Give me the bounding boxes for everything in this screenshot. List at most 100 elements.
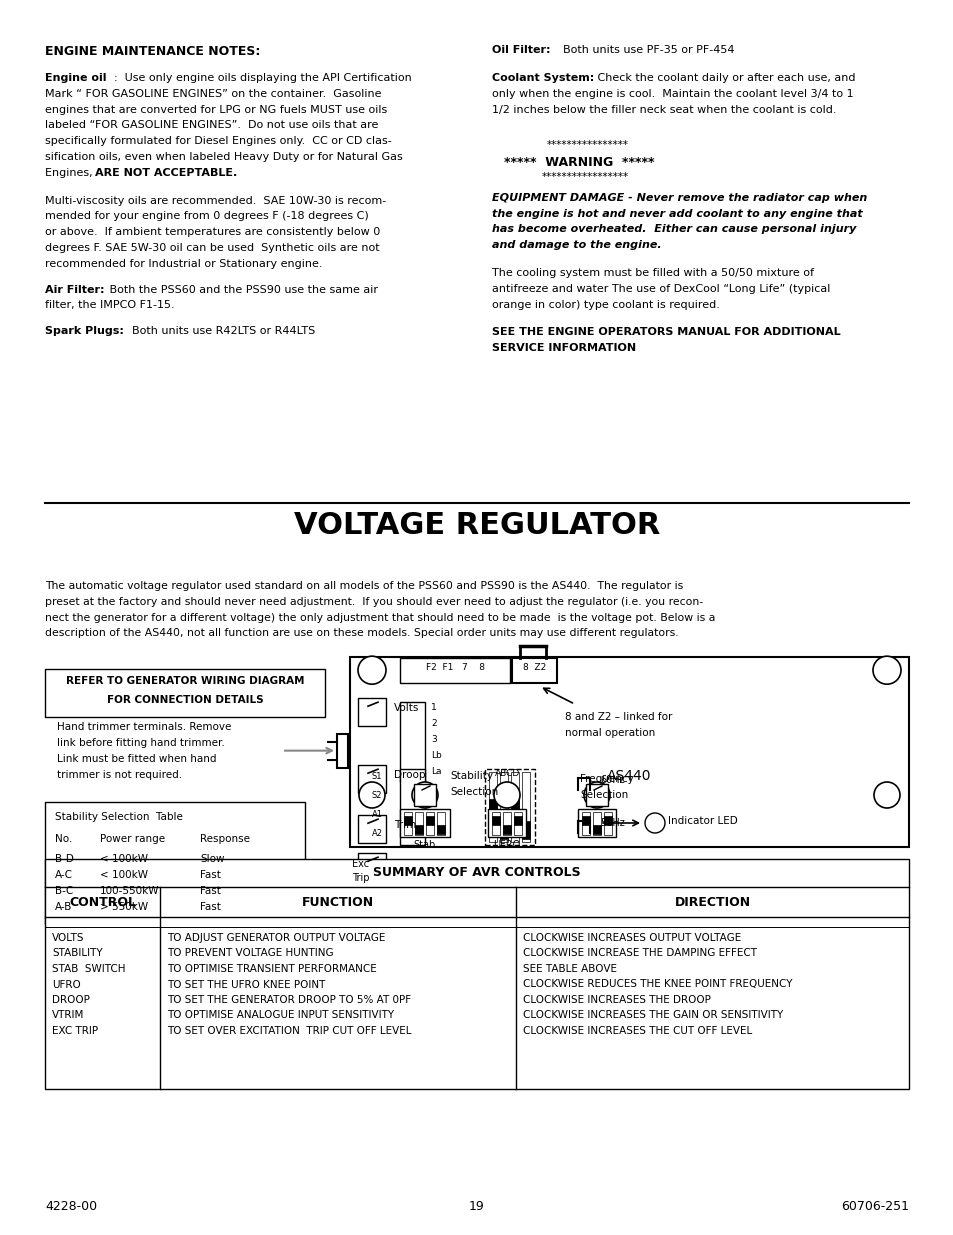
Bar xyxy=(350,657,908,847)
Text: only when the engine is cool.  Maintain the coolant level 3/4 to 1: only when the engine is cool. Maintain t… xyxy=(492,89,853,99)
Bar xyxy=(603,811,612,835)
Text: A-B: A-B xyxy=(55,902,72,911)
Text: Check the coolant daily or after each use, and: Check the coolant daily or after each us… xyxy=(594,73,855,83)
Text: S2: S2 xyxy=(372,792,382,800)
Text: 1/2 inches below the filler neck seat when the coolant is cold.: 1/2 inches below the filler neck seat wh… xyxy=(492,105,836,115)
Text: Fast: Fast xyxy=(200,869,221,881)
Text: DIRECTION: DIRECTION xyxy=(674,895,750,909)
Bar xyxy=(499,772,507,842)
Text: ARE NOT ACCEPTABLE.: ARE NOT ACCEPTABLE. xyxy=(95,168,237,178)
Text: Indicator LED: Indicator LED xyxy=(667,816,737,826)
Bar xyxy=(593,811,600,835)
Bar xyxy=(399,658,510,683)
Text: TO PREVENT VOLTAGE HUNTING: TO PREVENT VOLTAGE HUNTING xyxy=(167,948,334,958)
Bar xyxy=(45,669,325,718)
Text: :  Use only engine oils displaying the API Certification: : Use only engine oils displaying the AP… xyxy=(113,73,411,83)
Bar xyxy=(399,703,424,782)
Text: Coolant System:: Coolant System: xyxy=(492,73,594,83)
Text: Exc: Exc xyxy=(352,860,369,869)
Circle shape xyxy=(644,813,664,832)
Circle shape xyxy=(872,656,900,684)
Circle shape xyxy=(412,782,437,808)
Text: SERVICE INFORMATION: SERVICE INFORMATION xyxy=(492,343,636,353)
Text: Selection: Selection xyxy=(579,790,628,800)
Text: link before fitting hand trimmer.: link before fitting hand trimmer. xyxy=(57,739,225,748)
Bar xyxy=(488,809,525,837)
Text: sification oils, even when labeled Heavy Duty or for Natural Gas: sification oils, even when labeled Heavy… xyxy=(45,152,402,162)
Bar xyxy=(45,803,305,924)
Text: Air Filter:: Air Filter: xyxy=(45,284,105,295)
Bar xyxy=(489,799,497,818)
Bar xyxy=(511,799,518,818)
Text: TO SET THE GENERATOR DROOP TO 5% AT 0PF: TO SET THE GENERATOR DROOP TO 5% AT 0PF xyxy=(167,995,411,1005)
Text: Trip: Trip xyxy=(352,873,369,883)
Text: 60Hz: 60Hz xyxy=(599,776,624,785)
Text: antifreeze and water The use of DexCool “Long Life” (typical: antifreeze and water The use of DexCool … xyxy=(492,284,829,294)
Text: Selection: Selection xyxy=(450,787,497,797)
Text: Lb: Lb xyxy=(431,751,441,760)
Bar xyxy=(499,821,507,840)
Text: Both the PSS60 and the PSS90 use the same air: Both the PSS60 and the PSS90 use the sam… xyxy=(107,284,378,295)
Bar xyxy=(521,772,530,842)
Text: < 100kW: < 100kW xyxy=(100,869,148,881)
Text: CLOCKWISE INCREASES THE CUT OFF LEVEL: CLOCKWISE INCREASES THE CUT OFF LEVEL xyxy=(522,1026,751,1036)
Text: 60706-251: 60706-251 xyxy=(841,1200,908,1213)
Text: Slow: Slow xyxy=(200,855,224,864)
Text: filter, the IMPCO F1-15.: filter, the IMPCO F1-15. xyxy=(45,300,174,310)
Text: F2  F1   7    8: F2 F1 7 8 xyxy=(425,663,484,672)
Text: AS440: AS440 xyxy=(607,769,651,783)
Text: degrees F. SAE 5W-30 oil can be used  Synthetic oils are not: degrees F. SAE 5W-30 oil can be used Syn… xyxy=(45,243,379,253)
Text: CLOCKWISE REDUCES THE KNEE POINT FREQUENCY: CLOCKWISE REDUCES THE KNEE POINT FREQUEN… xyxy=(522,979,792,989)
Text: The automatic voltage regulator used standard on all models of the PSS60 and PSS: The automatic voltage regulator used sta… xyxy=(45,580,682,592)
Text: SEE TABLE ABOVE: SEE TABLE ABOVE xyxy=(522,965,617,974)
Text: > 550kW: > 550kW xyxy=(100,902,148,911)
Text: Both units use R42LTS or R44LTS: Both units use R42LTS or R44LTS xyxy=(125,326,314,336)
Text: Multi-viscosity oils are recommended.  SAE 10W-30 is recom-: Multi-viscosity oils are recommended. SA… xyxy=(45,195,386,205)
Text: 3: 3 xyxy=(431,735,436,743)
Text: A-C: A-C xyxy=(55,869,73,881)
Text: CONTROL: CONTROL xyxy=(69,895,136,909)
Bar xyxy=(585,784,607,806)
Text: UFRO: UFRO xyxy=(52,979,81,989)
Circle shape xyxy=(583,782,609,808)
Text: B-C: B-C xyxy=(55,885,73,895)
Text: normal operation: normal operation xyxy=(564,727,655,739)
Text: < 100kW: < 100kW xyxy=(100,855,148,864)
Text: ABCD: ABCD xyxy=(495,769,519,778)
Text: Response: Response xyxy=(200,834,250,845)
Text: Engines,: Engines, xyxy=(45,168,96,178)
Text: A1: A1 xyxy=(372,810,382,819)
Text: Stability: Stability xyxy=(450,771,493,782)
Text: STABILITY: STABILITY xyxy=(52,948,103,958)
Text: TO OPTIMISE ANALOGUE INPUT SENSITIVITY: TO OPTIMISE ANALOGUE INPUT SENSITIVITY xyxy=(167,1010,394,1020)
Bar xyxy=(581,811,589,835)
Bar xyxy=(415,825,422,834)
Bar xyxy=(403,811,412,835)
Text: VOLTAGE REGULATOR: VOLTAGE REGULATOR xyxy=(294,511,659,540)
Text: CLOCKWISE INCREASES THE DROOP: CLOCKWISE INCREASES THE DROOP xyxy=(522,995,710,1005)
Bar xyxy=(357,766,386,793)
Text: TO SET THE UFRO KNEE POINT: TO SET THE UFRO KNEE POINT xyxy=(167,979,325,989)
Text: description of the AS440, not all function are use on these models. Special orde: description of the AS440, not all functi… xyxy=(45,629,678,638)
Circle shape xyxy=(494,782,519,808)
Text: FOR CONNECTION DETAILS: FOR CONNECTION DETAILS xyxy=(107,695,263,705)
Text: 19: 19 xyxy=(469,1200,484,1213)
Text: Oil Filter:: Oil Filter: xyxy=(492,44,550,56)
Text: REFER TO GENERATOR WIRING DIAGRAM: REFER TO GENERATOR WIRING DIAGRAM xyxy=(66,677,304,687)
Text: Link must be fitted when hand: Link must be fitted when hand xyxy=(57,753,216,763)
Text: Droop: Droop xyxy=(394,771,425,781)
Bar xyxy=(484,769,535,845)
Text: or above.  If ambient temperatures are consistently below 0: or above. If ambient temperatures are co… xyxy=(45,227,380,237)
Text: EXC TRIP: EXC TRIP xyxy=(52,1026,98,1036)
Text: 1: 1 xyxy=(431,703,436,711)
Text: engines that are converted for LPG or NG fuels MUST use oils: engines that are converted for LPG or NG… xyxy=(45,105,387,115)
Text: SEE THE ENGINE OPERATORS MANUAL FOR ADDITIONAL: SEE THE ENGINE OPERATORS MANUAL FOR ADDI… xyxy=(492,327,840,337)
Text: VOLTS: VOLTS xyxy=(52,932,85,944)
Text: No.: No. xyxy=(55,834,72,845)
Text: TO SET OVER EXCITATION  TRIP CUT OFF LEVEL: TO SET OVER EXCITATION TRIP CUT OFF LEVE… xyxy=(167,1026,411,1036)
Circle shape xyxy=(358,782,385,808)
Text: Stab: Stab xyxy=(414,840,436,850)
Bar xyxy=(426,811,434,835)
Bar xyxy=(603,816,612,825)
Bar xyxy=(489,772,497,842)
